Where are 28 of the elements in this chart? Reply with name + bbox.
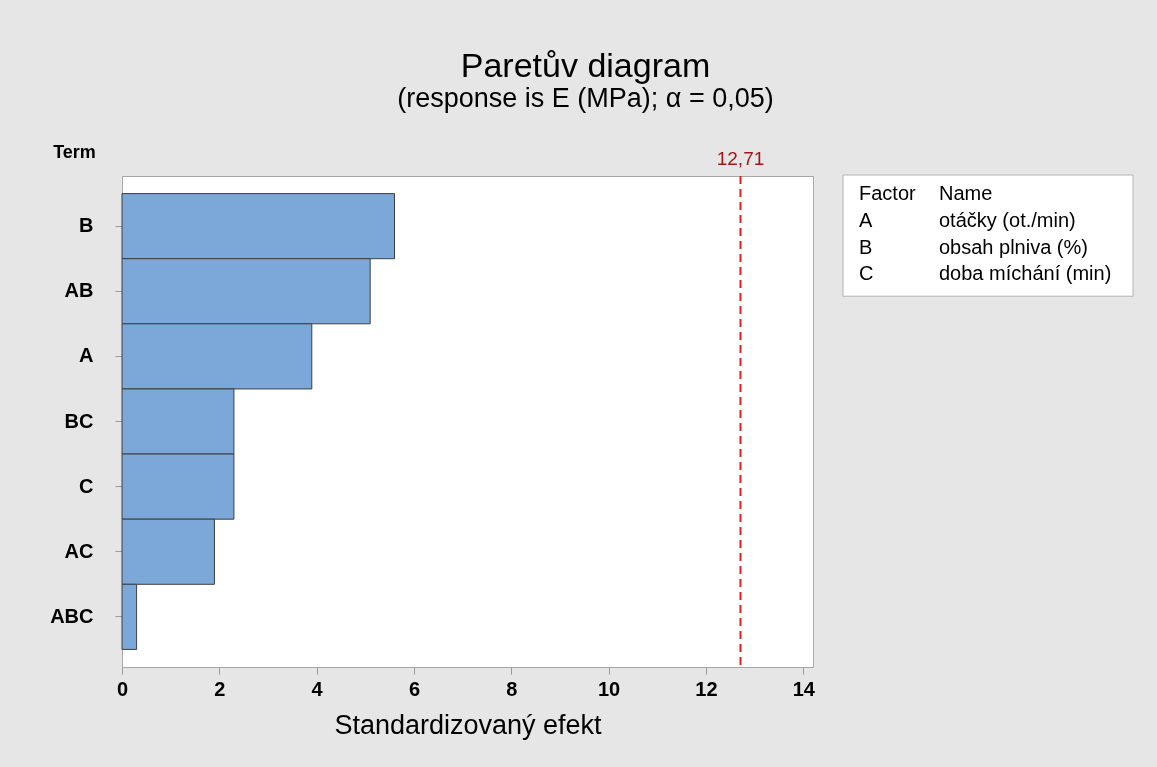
- x-tick-label: 0: [116, 677, 129, 700]
- y-tick-label: AB: [64, 279, 94, 302]
- y-tick-label: ABC: [50, 604, 94, 627]
- text: A: [859, 208, 873, 231]
- x-tick-label: 8: [506, 677, 518, 700]
- y-tick-label: BC: [64, 409, 94, 432]
- text: otáčky (ot./min): [939, 208, 1076, 231]
- x-tick-label: 4: [311, 677, 324, 700]
- y-tick-label: B: [79, 214, 94, 237]
- x-tick-label: 12: [695, 677, 718, 700]
- text: B: [859, 235, 873, 258]
- x-tick-label: 10: [597, 677, 621, 700]
- text: obsah plniva (%): [939, 235, 1088, 258]
- text: C: [859, 262, 874, 285]
- x-axis-title: Standardizovaný efekt: [334, 709, 603, 740]
- ref-line-label: 12,71: [716, 148, 765, 169]
- y-tick-label: A: [79, 344, 94, 367]
- y-tick-label: C: [79, 474, 94, 497]
- x-tick-label: 2: [214, 677, 226, 700]
- y-axis-title: Term: [53, 141, 96, 162]
- text: Factor: [859, 182, 917, 204]
- text: doba míchání (min): [939, 262, 1112, 285]
- chart-subtitle: (response is E (MPa); α = 0,05): [397, 83, 774, 113]
- y-tick-label: AC: [64, 539, 94, 562]
- text: Name: [939, 182, 993, 204]
- chart-title: Paretův diagram: [460, 46, 711, 84]
- x-tick-label: 14: [792, 677, 816, 700]
- x-tick-label: 6: [408, 677, 421, 700]
